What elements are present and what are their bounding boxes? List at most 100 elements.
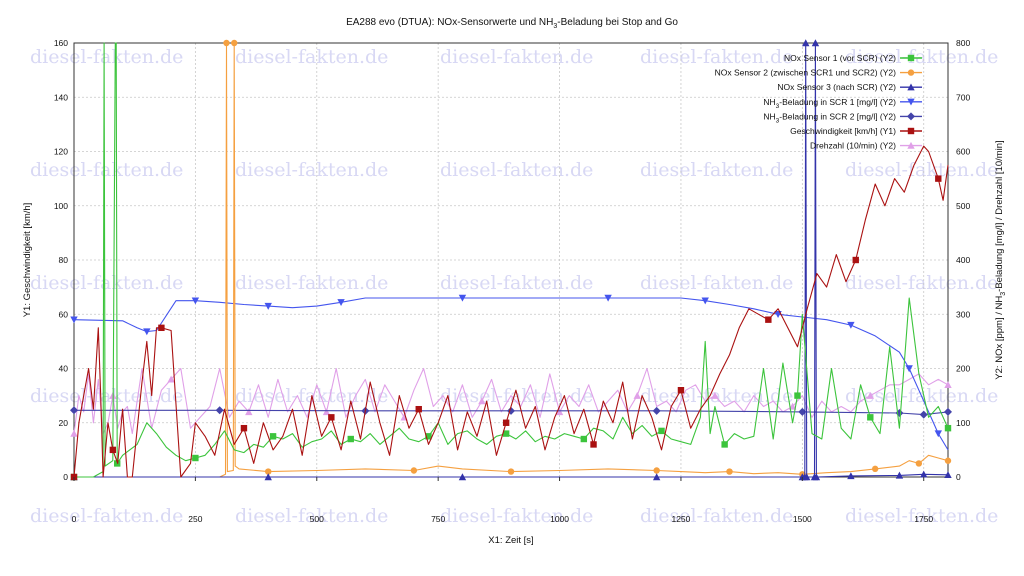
data-point bbox=[269, 433, 277, 440]
data-point bbox=[871, 465, 879, 473]
watermark-text: diesel-fakten.de bbox=[235, 159, 388, 181]
watermark-text: diesel-fakten.de bbox=[845, 505, 998, 527]
data-point bbox=[794, 392, 801, 399]
x-tick-label: 1500 bbox=[793, 514, 812, 524]
data-point bbox=[944, 381, 952, 388]
data-point bbox=[677, 387, 685, 394]
data-point bbox=[458, 294, 467, 302]
legend-swatch-marker bbox=[907, 54, 915, 62]
data-point bbox=[944, 424, 952, 432]
y-left-tick-label: 0 bbox=[63, 472, 68, 482]
watermark-text: diesel-fakten.de bbox=[30, 46, 183, 68]
x-tick-label: 250 bbox=[188, 514, 202, 524]
grid bbox=[74, 43, 948, 477]
data-point bbox=[944, 471, 952, 479]
y-left-tick-label: 40 bbox=[59, 364, 69, 374]
data-point bbox=[935, 175, 942, 182]
data-point bbox=[264, 473, 272, 481]
data-point bbox=[944, 407, 952, 416]
series-6 bbox=[70, 367, 952, 437]
legend: NOx Sensor 1 (vor SCR) (Y2) NOx Sensor 2 … bbox=[715, 53, 922, 151]
watermark-text: diesel-fakten.de bbox=[440, 159, 593, 181]
x-tick-label: 1250 bbox=[671, 514, 690, 524]
series-line bbox=[73, 145, 949, 478]
data-point bbox=[240, 424, 248, 432]
series-2 bbox=[70, 39, 952, 481]
data-point bbox=[265, 468, 272, 475]
watermark-text: diesel-fakten.de bbox=[440, 272, 593, 294]
y-right-tick-label: 400 bbox=[956, 255, 970, 265]
y-left-axis-label: Y1: Geschwindigkeit [km/h] bbox=[22, 203, 33, 318]
data-point bbox=[944, 457, 952, 464]
data-point bbox=[847, 472, 855, 480]
y-left-tick-label: 60 bbox=[59, 309, 69, 319]
y-right-tick-label: 100 bbox=[956, 418, 970, 428]
data-point bbox=[895, 408, 904, 417]
data-point bbox=[70, 429, 78, 437]
data-point bbox=[191, 297, 200, 305]
data-point bbox=[765, 316, 772, 323]
watermark-text: diesel-fakten.de bbox=[640, 505, 793, 527]
watermark-text: diesel-fakten.de bbox=[440, 46, 593, 68]
y-right-tick-label: 200 bbox=[956, 364, 970, 374]
data-point bbox=[555, 408, 564, 416]
y-right-tick-label: 800 bbox=[956, 38, 970, 48]
data-point bbox=[158, 324, 165, 332]
data-point bbox=[245, 408, 253, 416]
data-point bbox=[590, 441, 597, 448]
data-point bbox=[658, 427, 665, 435]
legend-label: NOx Sensor 2 (zwischen SCR1 und SCR2) (Y… bbox=[715, 68, 897, 78]
data-point bbox=[328, 414, 335, 421]
watermark-text: diesel-fakten.de bbox=[640, 159, 793, 181]
data-point bbox=[711, 391, 719, 399]
legend-label: NH3-Beladung in SCR 1 [mg/l] (Y2) bbox=[763, 97, 896, 110]
watermark-text: diesel-fakten.de bbox=[640, 46, 793, 68]
y-right-tick-label: 600 bbox=[956, 147, 970, 157]
data-point bbox=[337, 299, 345, 307]
data-point bbox=[905, 365, 913, 373]
tick-labels: 0 250 500 750 1000 1250 1500 175002040608010012… bbox=[54, 38, 971, 524]
legend-label: Geschwindigkeit [km/h] (Y1) bbox=[790, 126, 896, 136]
watermark-text: diesel-fakten.de bbox=[30, 159, 183, 181]
y-right-tick-label: 500 bbox=[956, 201, 970, 211]
legend-label: NOx Sensor 1 (vor SCR) (Y2) bbox=[784, 53, 896, 63]
y-left-tick-label: 20 bbox=[59, 418, 69, 428]
data-point bbox=[322, 408, 331, 416]
legend-swatch-marker bbox=[907, 69, 915, 76]
watermark-text: diesel-fakten.de bbox=[440, 385, 593, 407]
legend-label: NH3-Beladung in SCR 2 [mg/l] (Y2) bbox=[763, 111, 896, 124]
watermark-text: diesel-fakten.de bbox=[845, 46, 998, 68]
data-point bbox=[812, 473, 821, 481]
data-point bbox=[167, 375, 175, 383]
data-point bbox=[143, 328, 151, 336]
x-tick-label: 500 bbox=[310, 514, 324, 524]
data-point bbox=[726, 468, 733, 475]
data-point bbox=[215, 406, 224, 415]
x-tick-label: 1750 bbox=[914, 514, 933, 524]
watermark-text: diesel-fakten.de bbox=[845, 159, 998, 181]
data-point bbox=[502, 419, 510, 426]
data-point bbox=[811, 39, 820, 47]
data-point bbox=[507, 468, 515, 475]
data-point bbox=[852, 256, 859, 264]
series-line bbox=[73, 297, 949, 451]
y-left-tick-label: 140 bbox=[54, 92, 68, 102]
data-point bbox=[915, 460, 923, 467]
data-point bbox=[347, 435, 354, 443]
data-point bbox=[788, 402, 797, 410]
data-point bbox=[802, 39, 810, 47]
data-point bbox=[264, 302, 272, 310]
data-point bbox=[847, 321, 855, 329]
x-tick-label: 750 bbox=[431, 514, 445, 524]
watermark-text: diesel-fakten.de bbox=[30, 505, 183, 527]
data-point bbox=[223, 39, 230, 47]
watermark-layer: diesel-fakten.de diesel-fakten.de diesel-f… bbox=[30, 46, 998, 527]
data-point bbox=[866, 391, 875, 399]
y-right-tick-label: 300 bbox=[956, 309, 970, 319]
x-axis-label: X1: Zeit [s] bbox=[488, 535, 533, 546]
data-point bbox=[867, 414, 874, 421]
data-point bbox=[415, 405, 422, 413]
data-point bbox=[633, 391, 641, 399]
data-point bbox=[458, 473, 467, 481]
